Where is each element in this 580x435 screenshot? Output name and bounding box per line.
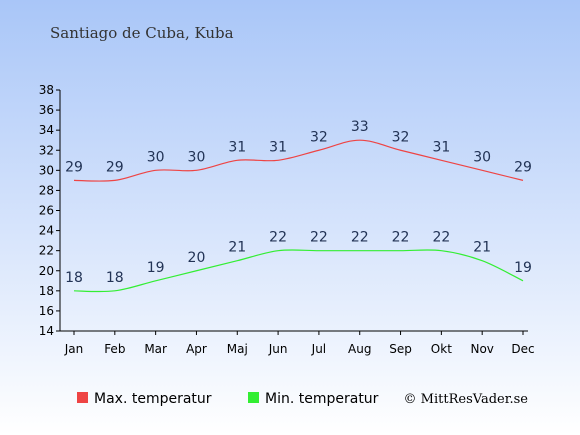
y-tick-label: 24: [39, 224, 54, 238]
y-tick-label: 16: [39, 304, 54, 318]
x-tick-label: Jun: [268, 342, 288, 356]
data-label-min: 18: [65, 270, 83, 286]
data-label-max: 30: [188, 149, 206, 165]
x-tick-label: Dec: [511, 342, 534, 356]
x-tick-label: Jul: [311, 342, 326, 356]
legend-swatch-min: [248, 392, 259, 403]
series-lines: [73, 139, 524, 293]
data-label-max: 33: [351, 119, 369, 135]
x-tick-label: Apr: [186, 342, 207, 356]
y-tick-label: 20: [39, 264, 54, 278]
data-label-max: 32: [310, 129, 328, 145]
data-labels: 29 29 30 30 31 31 32 33 32 31 30 29 18 18 19 20 21 22 22 22…: [65, 119, 532, 286]
y-tick-label: 30: [39, 163, 54, 177]
y-tick-label: 32: [39, 143, 54, 157]
data-label-max: 29: [65, 159, 83, 175]
data-label-min: 18: [106, 270, 124, 286]
y-tick-label: 22: [39, 244, 54, 258]
data-label-min: 22: [351, 230, 369, 246]
data-label-max: 32: [392, 129, 410, 145]
data-label-max: 31: [269, 139, 287, 155]
legend-label-min: Min. temperatur: [265, 391, 379, 407]
legend-label-max: Max. temperatur: [94, 391, 212, 407]
x-tick-label: Jan: [64, 342, 84, 356]
y-tick-label: 36: [39, 103, 54, 117]
y-tick-label: 26: [39, 204, 54, 218]
y-tick-label: 28: [39, 183, 54, 197]
data-label-min: 19: [147, 260, 165, 276]
data-label-max: 30: [473, 149, 491, 165]
x-tick-label: Nov: [470, 342, 493, 356]
data-label-max: 30: [147, 149, 165, 165]
data-label-max: 31: [228, 139, 246, 155]
data-label-min: 21: [473, 240, 491, 256]
x-tick-label: Sep: [389, 342, 412, 356]
data-label-max: 31: [432, 139, 450, 155]
data-label-min: 22: [269, 230, 287, 246]
legend: Max. temperatur Min. temperatur: [77, 391, 379, 407]
x-tick-label: Maj: [227, 342, 248, 356]
credit-text: © MittResVader.se: [404, 392, 529, 407]
y-tick-label: 34: [39, 123, 54, 137]
data-label-min: 22: [310, 230, 328, 246]
legend-swatch-max: [77, 392, 88, 403]
data-label-max: 29: [106, 159, 124, 175]
series-line-min: [73, 249, 524, 293]
data-label-min: 19: [514, 260, 532, 276]
x-tick-label: Feb: [104, 342, 125, 356]
data-label-min: 21: [228, 240, 246, 256]
x-tick-label: Aug: [348, 342, 371, 356]
y-tick-label: 14: [39, 324, 54, 338]
data-label-min: 22: [392, 230, 410, 246]
y-tick-label: 18: [39, 284, 54, 298]
series-line-max: [73, 139, 524, 182]
chart-title: Santiago de Cuba, Kuba: [50, 24, 234, 42]
x-tick-label: Okt: [431, 342, 452, 356]
axes: 14 16 18 20 22 24 26 28 30 32 34 36 38 Jan Feb Mar Apr Ma…: [39, 83, 535, 356]
data-label-max: 29: [514, 159, 532, 175]
data-label-min: 20: [188, 250, 206, 266]
y-tick-label: 38: [39, 83, 54, 97]
x-tick-label: Mar: [144, 342, 167, 356]
data-label-min: 22: [432, 230, 450, 246]
